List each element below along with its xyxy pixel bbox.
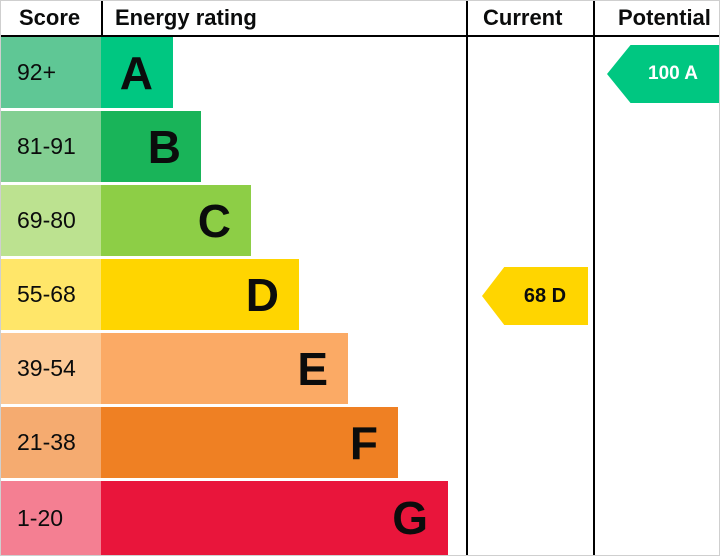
column-divider-rating [466, 1, 468, 555]
score-range: 69-80 [1, 185, 101, 256]
band-letter: F [349, 416, 378, 469]
band-row-f: 21-38 F [1, 407, 719, 481]
band-bar: A [101, 37, 173, 108]
band-bar: B [101, 111, 201, 182]
potential-arrow: 100 A [607, 45, 719, 103]
current-value: 68 D [523, 284, 567, 307]
band-letter: G [392, 492, 428, 544]
band-bar: F [101, 407, 398, 478]
band-bar: C [101, 185, 251, 256]
header-score: Score [19, 5, 81, 30]
band-letter: B [147, 120, 181, 173]
score-range: 81-91 [1, 111, 101, 182]
band-letter: A [119, 46, 153, 99]
band-row-g: 1-20 G [1, 481, 719, 555]
band-row-a: 92+ A [1, 37, 719, 111]
header-energy-rating: Energy rating [101, 1, 467, 35]
header-potential: Potential [618, 5, 711, 30]
rating-bands: 92+ A 81-91 B 69-80 C 55-68 D 39-54 E 21… [1, 37, 719, 555]
score-range: 92+ [1, 37, 101, 108]
band-letter: E [297, 342, 328, 395]
chart-header: Score Energy rating Current Potential [1, 1, 719, 37]
score-range: 1-20 [1, 481, 101, 555]
score-range: 55-68 [1, 259, 101, 330]
current-arrow: 68 D [482, 267, 588, 325]
column-divider-potential [593, 1, 595, 555]
band-bar: D [101, 259, 299, 330]
band-bar: G [101, 481, 448, 555]
band-row-c: 69-80 C [1, 185, 719, 259]
band-row-d: 55-68 D [1, 259, 719, 333]
band-row-b: 81-91 B [1, 111, 719, 185]
score-range: 39-54 [1, 333, 101, 404]
band-letter: C [197, 194, 231, 247]
header-current: Current [483, 5, 563, 30]
potential-value: 100 A [648, 63, 698, 84]
score-range: 21-38 [1, 407, 101, 478]
band-row-e: 39-54 E [1, 333, 719, 407]
band-bar: E [101, 333, 348, 404]
band-letter: D [245, 268, 279, 321]
